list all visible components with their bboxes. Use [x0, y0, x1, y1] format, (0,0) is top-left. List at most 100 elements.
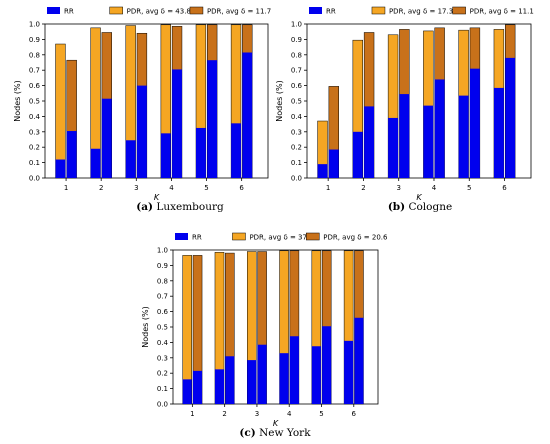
caption-luxembourg: (a) Luxembourg	[80, 201, 280, 213]
rr-bar	[423, 105, 434, 178]
caption-tag: (a)	[136, 201, 154, 213]
y-axis-label: Nodes (%)	[275, 80, 284, 121]
legend-swatch	[371, 6, 386, 15]
y-tick-label: 0.6	[29, 82, 41, 90]
caption-name: Cologne	[408, 201, 453, 213]
legend-label: PDR, avg δ = 17.3	[389, 8, 453, 16]
y-tick-label: 0.7	[291, 67, 302, 75]
caption-cologne: (b) Cologne	[320, 201, 520, 213]
y-axis-label: Nodes (%)	[13, 80, 22, 121]
x-axis-label: K	[154, 193, 160, 202]
rr-bar	[257, 344, 267, 404]
rr-bar	[160, 133, 171, 178]
rr-bar	[137, 85, 147, 178]
rr-bar	[247, 360, 257, 404]
rr-bar	[207, 60, 218, 178]
legend-swatch	[306, 232, 320, 241]
y-tick-label: 0.9	[157, 262, 168, 270]
y-tick-label: 0.6	[157, 308, 169, 316]
y-tick-label: 0.0	[291, 175, 302, 183]
rr-bar	[458, 95, 469, 178]
rr-bar	[196, 127, 206, 178]
rr-bar	[214, 369, 225, 404]
caption-new-york: (c) New York	[175, 427, 375, 439]
x-tick-label: 6	[502, 184, 507, 192]
rr-bar	[388, 117, 399, 178]
y-tick-label: 0.5	[157, 324, 168, 332]
legend-label: PDR, avg δ = 20.6	[323, 234, 388, 242]
x-tick-label: 4	[287, 410, 292, 418]
y-tick-label: 0.8	[29, 51, 40, 59]
legend-swatch	[452, 6, 466, 15]
caption-name: Luxembourg	[156, 201, 224, 213]
legend-swatch	[47, 7, 60, 14]
legend-item: PDR, avg δ = 20.6	[306, 232, 388, 242]
rr-bar	[328, 149, 339, 178]
y-tick-label: 0.6	[291, 82, 303, 90]
legend-item: RR	[309, 7, 336, 16]
x-axis-label: K	[416, 193, 422, 202]
caption-name: New York	[259, 427, 311, 439]
y-tick-label: 0.8	[157, 277, 168, 285]
y-tick-label: 0.4	[291, 113, 303, 121]
legend-label: RR	[192, 234, 202, 242]
y-tick-label: 0.1	[29, 159, 40, 167]
x-tick-label: 3	[255, 410, 259, 418]
y-tick-label: 0.0	[157, 401, 168, 409]
legend-swatch	[109, 6, 123, 15]
y-axis-label: Nodes (%)	[141, 306, 150, 347]
rr-bar	[66, 131, 77, 178]
x-tick-label: 4	[432, 184, 437, 192]
y-tick-label: 0.9	[29, 36, 40, 44]
y-tick-label: 0.9	[291, 36, 302, 44]
rr-bar	[231, 123, 241, 178]
legend-swatch	[232, 232, 246, 241]
x-tick-label: 5	[204, 184, 208, 192]
x-tick-label: 2	[222, 410, 226, 418]
x-tick-label: 1	[64, 184, 68, 192]
rr-bar	[289, 336, 299, 404]
rr-bar	[352, 131, 363, 178]
rr-bar	[317, 164, 328, 178]
rr-bar	[434, 79, 445, 178]
x-tick-label: 5	[467, 184, 471, 192]
rr-bar	[505, 57, 516, 178]
x-tick-label: 3	[134, 184, 138, 192]
rr-bar	[354, 317, 364, 404]
y-tick-label: 0.3	[291, 128, 302, 136]
legend-item: PDR, avg δ = 43.8	[109, 6, 191, 16]
legend-item: PDR, avg δ = 17.3	[371, 6, 453, 16]
y-tick-label: 0.1	[291, 159, 302, 167]
rr-bar	[193, 370, 203, 404]
legend-label: RR	[64, 8, 74, 16]
y-tick-label: 0.1	[157, 385, 168, 393]
y-tick-label: 0.0	[29, 175, 40, 183]
rr-bar	[311, 346, 321, 404]
rr-bar	[322, 326, 332, 404]
rr-bar	[182, 379, 192, 404]
x-tick-label: 1	[190, 410, 194, 418]
legend-swatch	[309, 7, 322, 14]
legend-label: PDR, avg δ = 11.1	[470, 8, 534, 16]
rr-bar	[364, 106, 375, 178]
x-tick-label: 6	[352, 410, 357, 418]
rr-bar	[55, 159, 66, 178]
legend-item: RR	[47, 7, 74, 16]
legend-label: PDR, avg δ = 37.1	[249, 234, 313, 242]
legend-item: PDR, avg δ = 37.1	[232, 232, 314, 242]
rr-bar	[344, 340, 354, 404]
rr-bar	[399, 94, 410, 178]
y-tick-label: 0.5	[291, 98, 302, 106]
rr-bar	[225, 356, 235, 404]
y-tick-label: 0.8	[291, 51, 302, 59]
y-tick-label: 0.4	[157, 339, 169, 347]
x-tick-label: 4	[169, 184, 174, 192]
chart-panel-2: 0.0 0.1 0.2 0.3 0.4 0.5 0.6 0.7 0.8 0.9 1.0 Nodes (…	[141, 232, 388, 428]
rr-bar	[90, 148, 101, 178]
y-tick-label: 0.5	[29, 98, 40, 106]
rr-bar	[469, 68, 480, 178]
x-tick-label: 5	[319, 410, 323, 418]
x-tick-label: 2	[361, 184, 365, 192]
legend-item: RR	[175, 233, 202, 242]
